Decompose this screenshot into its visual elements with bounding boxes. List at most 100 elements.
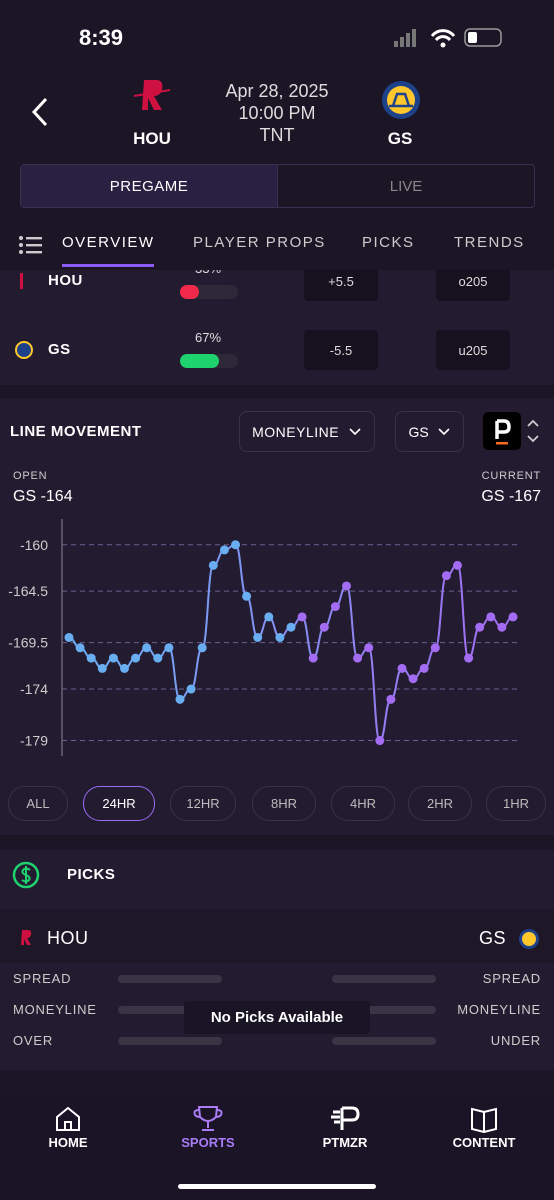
data-point [408,674,418,684]
data-point [108,653,118,663]
data-point [197,643,207,653]
bottom-nav: HOME SPORTS PTMZR CONTENT [0,1093,554,1200]
game-date: Apr 28, 2025 [225,81,329,101]
nav-tab[interactable]: PICKS [362,234,415,251]
data-point [153,653,163,663]
total-box[interactable]: o205 [436,270,510,301]
team-name: GS [48,341,71,358]
line-movement-card: LINE MOVEMENT MONEYLINE GS OPEN GS -164 … [0,398,554,835]
game-time: 10:00 PM [238,103,316,123]
team-dropdown[interactable]: GS [395,411,464,452]
nav-tab[interactable]: OVERVIEW [62,234,155,251]
pct-label: 67% [194,330,222,345]
data-point [242,591,252,601]
pct-bar [180,285,200,299]
open-value: GS -164 [13,488,73,505]
home-team: GS [478,928,506,948]
picks-card: PICKS HOU GS SPREAD SPREAD MONEYLINE MONEYL… [0,850,554,1070]
sportsbook-selector[interactable] [483,412,543,452]
data-point [275,633,285,642]
data-point [508,612,518,622]
gs-logo [382,81,420,119]
line-chart: -160 -164.5 -169.5 -174 -179 [8,519,520,756]
mode-tab[interactable]: LIVE [277,165,534,207]
current-label: CURRENT [481,470,541,482]
data-point [219,545,229,555]
away-team: HOU [47,928,89,948]
data-point [342,581,351,591]
data-point [175,694,185,704]
data-point [164,643,174,653]
y-tick-label: -164.5 [8,583,48,599]
data-point [75,643,85,653]
pct-label: 33% [195,270,221,276]
pick-label: SPREAD [482,971,541,986]
away-team: HOU [133,129,171,148]
data-point [430,643,440,653]
total-box[interactable]: u205 [436,330,510,370]
gs-logo [519,929,539,949]
y-tick-label: -160 [20,537,48,553]
nav-item[interactable]: HOME [48,1135,88,1150]
y-tick-label: -169.5 [8,635,48,651]
list-icon[interactable] [18,234,44,256]
team-name: HOU [48,272,83,289]
odds-card: HOU 33% +5.5 o205 GS 67% -5.5 u205 [0,270,554,385]
placeholder-bar [332,1037,436,1045]
section-title: LINE MOVEMENT [10,423,142,440]
gs-logo [15,341,33,359]
data-point [131,653,141,663]
data-point [486,612,496,622]
nav-item[interactable]: SPORTS [181,1135,235,1150]
nav-item[interactable]: CONTENT [452,1135,516,1150]
range-pill[interactable]: 1HR [486,786,546,821]
pick-label: MONEYLINE [457,1002,541,1017]
data-point [308,653,318,663]
data-point [208,560,218,570]
hou-logo [134,80,170,110]
status-time: 8:39 [79,25,124,50]
pick-label: OVER [13,1033,54,1048]
data-point [353,653,363,663]
nav-icons [56,1106,497,1133]
data-point [375,736,385,746]
range-pill[interactable]: 8HR [252,786,316,821]
back-button[interactable] [28,96,52,128]
status-icons [394,28,502,48]
data-point [286,622,296,632]
range-pill[interactable]: 12HR [170,786,236,821]
mode-tab[interactable]: PREGAME [21,165,277,207]
mode-toggle [20,164,535,208]
placeholder-bar [332,1006,436,1014]
game-info: Apr 28, 2025 10:00 PM TNT [225,80,328,146]
section-title: PICKS [67,866,116,883]
hou-logo [20,273,31,289]
spread-box[interactable]: +5.5 [304,270,378,301]
nav-tab[interactable]: TRENDS [454,234,525,251]
data-point [120,663,129,673]
data-point [297,612,307,622]
current-value: GS -167 [481,488,541,505]
market-dropdown[interactable]: MONEYLINE [239,411,375,452]
hou-logo [21,930,32,945]
spread-box[interactable]: -5.5 [304,330,378,370]
nav-tab[interactable]: PLAYER PROPS [193,234,326,251]
nav-item[interactable]: PTMZR [322,1135,368,1150]
range-pill[interactable]: 2HR [408,786,472,821]
home-indicator [178,1184,376,1189]
range-pill[interactable]: ALL [8,786,68,821]
data-point [264,612,274,622]
data-point [86,653,96,663]
range-pill[interactable]: 24HR [83,786,155,821]
data-point [231,540,240,550]
data-point [441,571,451,581]
range-pill[interactable]: 4HR [331,786,395,821]
pick-label: MONEYLINE [13,1002,97,1017]
data-point [386,694,396,704]
placeholder-bar [118,1037,222,1045]
data-point [330,602,340,612]
data-point [97,663,107,673]
y-tick-label: -174 [20,681,48,697]
data-point [397,663,407,673]
